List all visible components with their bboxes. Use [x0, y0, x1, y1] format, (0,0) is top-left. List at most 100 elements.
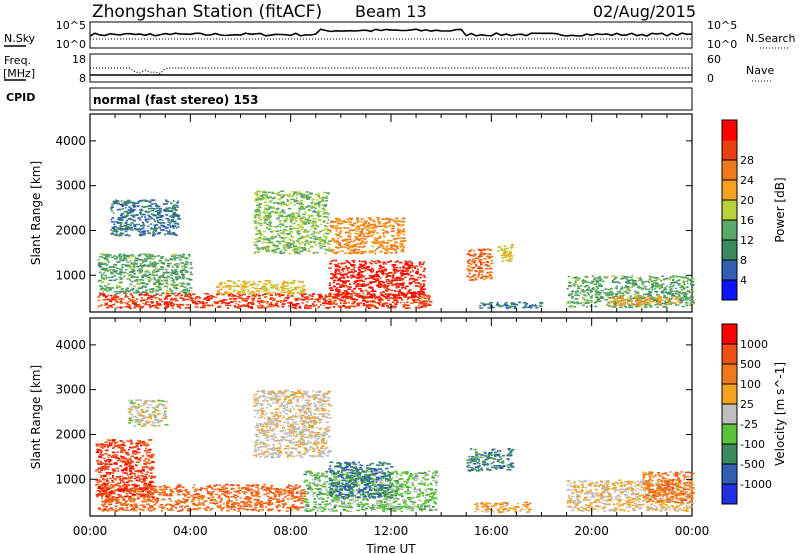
heatmap-cell: [655, 303, 659, 306]
heatmap-cell: [256, 502, 260, 505]
heatmap-cell: [571, 297, 574, 300]
heatmap-cell: [255, 490, 259, 493]
heatmap-cell: [254, 287, 259, 290]
heatmap-cell: [327, 243, 332, 246]
heatmap-cell: [539, 303, 543, 305]
heatmap-cell: [594, 293, 598, 296]
heatmap-cell: [347, 295, 350, 298]
heatmap-cell: [113, 275, 116, 277]
heatmap-cell: [269, 298, 272, 301]
heatmap-cell: [158, 283, 162, 286]
heatmap-cell: [574, 279, 577, 282]
heatmap-cell: [106, 287, 110, 289]
heatmap-cell: [386, 275, 391, 277]
heatmap-cell: [123, 253, 126, 256]
heatmap-cell: [135, 298, 138, 300]
heatmap-cell: [272, 297, 276, 300]
heatmap-cell: [258, 281, 262, 283]
heatmap-cell: [596, 287, 599, 290]
heatmap-cell: [155, 273, 157, 276]
heatmap-cell: [352, 261, 355, 263]
heatmap-cell: [101, 263, 105, 265]
heatmap-cell: [186, 292, 190, 294]
heatmap-cell: [510, 305, 513, 308]
heatmap-cell: [571, 277, 575, 279]
heatmap-cell: [345, 280, 348, 282]
heatmap-cell: [184, 269, 188, 272]
heatmap-cell: [129, 224, 132, 226]
heatmap-cell: [306, 236, 311, 238]
heatmap-cell: [282, 282, 286, 285]
heatmap-cell: [296, 231, 299, 233]
heatmap-cell: [482, 252, 487, 255]
heatmap-cell: [101, 277, 104, 280]
heatmap-cell: [349, 240, 352, 243]
heatmap-cell: [610, 301, 613, 304]
heatmap-cell: [366, 304, 370, 307]
heatmap-cell: [360, 274, 363, 276]
heatmap-cell: [301, 221, 304, 224]
heatmap-cell: [579, 292, 582, 294]
heatmap-cell: [630, 297, 635, 300]
heatmap-cell: [290, 219, 292, 222]
heatmap-cell: [423, 276, 427, 278]
heatmap-cell: [279, 240, 281, 243]
heatmap-cell: [166, 289, 168, 292]
heatmap-cell: [137, 287, 142, 289]
heatmap-cell: [100, 253, 104, 256]
heatmap-cell: [395, 277, 399, 280]
heatmap-cell: [330, 273, 334, 275]
heatmap-cell: [333, 240, 337, 242]
heatmap-cell: [262, 198, 265, 200]
heatmap-cell: [366, 224, 371, 227]
heatmap-cell: [122, 216, 127, 219]
heatmap-cell: [500, 249, 504, 252]
heatmap-cell: [426, 297, 430, 299]
heatmap-cell: [295, 197, 298, 199]
colorbar-tick-label: 8: [740, 254, 747, 267]
heatmap-cell: [155, 230, 157, 233]
heatmap-cell: [150, 291, 154, 294]
heatmap-cell: [366, 229, 369, 231]
heatmap-cell: [118, 255, 122, 257]
heatmap-cell: [271, 242, 274, 244]
heatmap-cell: [252, 281, 255, 283]
heatmap-cell: [162, 279, 165, 281]
heatmap-cell: [294, 199, 298, 202]
heatmap-cell: [282, 488, 286, 491]
heatmap-region-8: [496, 243, 515, 263]
heatmap-cell: [288, 293, 291, 295]
heatmap-cell: [277, 198, 282, 201]
heatmap-cell: [147, 207, 151, 210]
heatmap-cell: [471, 260, 475, 262]
heatmap-cell: [206, 491, 211, 494]
heatmap-cell: [600, 297, 604, 299]
heatmap-cell: [352, 250, 356, 252]
heatmap-cell: [620, 298, 624, 300]
heatmap-cell: [682, 281, 686, 283]
heatmap-cell: [391, 264, 396, 266]
heatmap-cell: [625, 281, 628, 283]
heatmap-cell: [399, 232, 403, 235]
heatmap-cell: [660, 298, 662, 301]
heatmap-cell: [111, 500, 114, 502]
heatmap-cell: [155, 204, 159, 207]
heatmap-cell: [616, 297, 620, 299]
heatmap-cell: [414, 265, 419, 268]
heatmap-cell: [226, 280, 230, 282]
heatmap-cell: [222, 299, 226, 301]
heatmap-cell: [144, 200, 147, 202]
heatmap-cell: [133, 225, 137, 228]
heatmap-cell: [334, 269, 338, 271]
heatmap-cell: [686, 280, 689, 283]
heatmap-cell: [473, 273, 476, 276]
heatmap-cell: [338, 298, 341, 300]
heatmap-cell: [291, 289, 295, 292]
heatmap-cell: [136, 270, 141, 272]
heatmap-cell: [289, 286, 292, 289]
heatmap-cell: [652, 299, 657, 301]
heatmap-cell: [275, 230, 279, 232]
heatmap-cell: [221, 490, 225, 493]
heatmap-cell: [274, 304, 278, 307]
heatmap-cell: [148, 257, 151, 260]
